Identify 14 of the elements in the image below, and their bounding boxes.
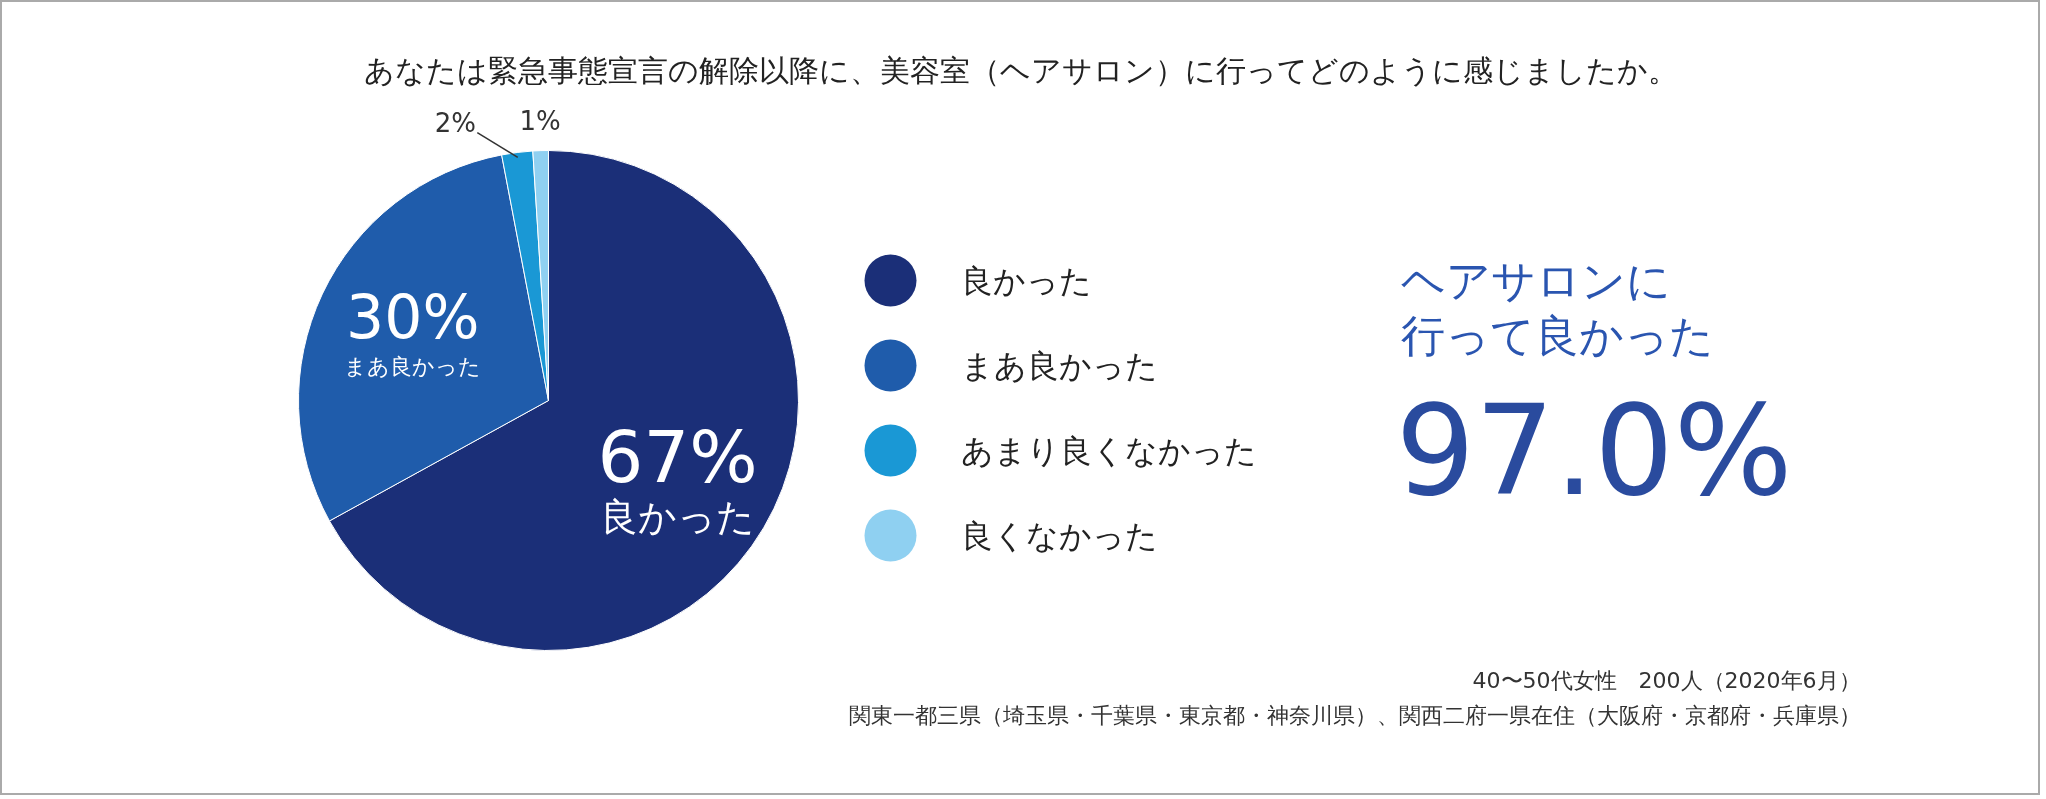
data-label: 30%	[346, 281, 480, 352]
text: 97.0%	[1395, 378, 1793, 523]
legend-label: あまり良くなかった	[960, 431, 1257, 470]
legend-label: まあ良かった	[960, 346, 1158, 385]
text: 行って良かった	[1400, 310, 1714, 361]
legend-label: 良かった	[960, 261, 1092, 300]
chart-title: あなたは緊急事態宣言の解除以降に、美容室（ヘアサロン）に行ってどのように感じましたか。	[363, 53, 1678, 88]
data-label: 2%	[434, 107, 476, 138]
data-label: 1%	[519, 105, 561, 136]
legend-label: 良くなかった	[960, 516, 1158, 555]
text: 関東一都三県（埼玉県・千葉県・東京都・神奈川県）、関西二府一県在住（大阪府・京都府・兵庫県）	[848, 703, 1861, 728]
text: 40〜50代女性 200人（2020年6月）	[1472, 668, 1861, 693]
text: ヘアサロンに	[1400, 255, 1671, 306]
slice-label: まあ良かった	[344, 354, 482, 380]
